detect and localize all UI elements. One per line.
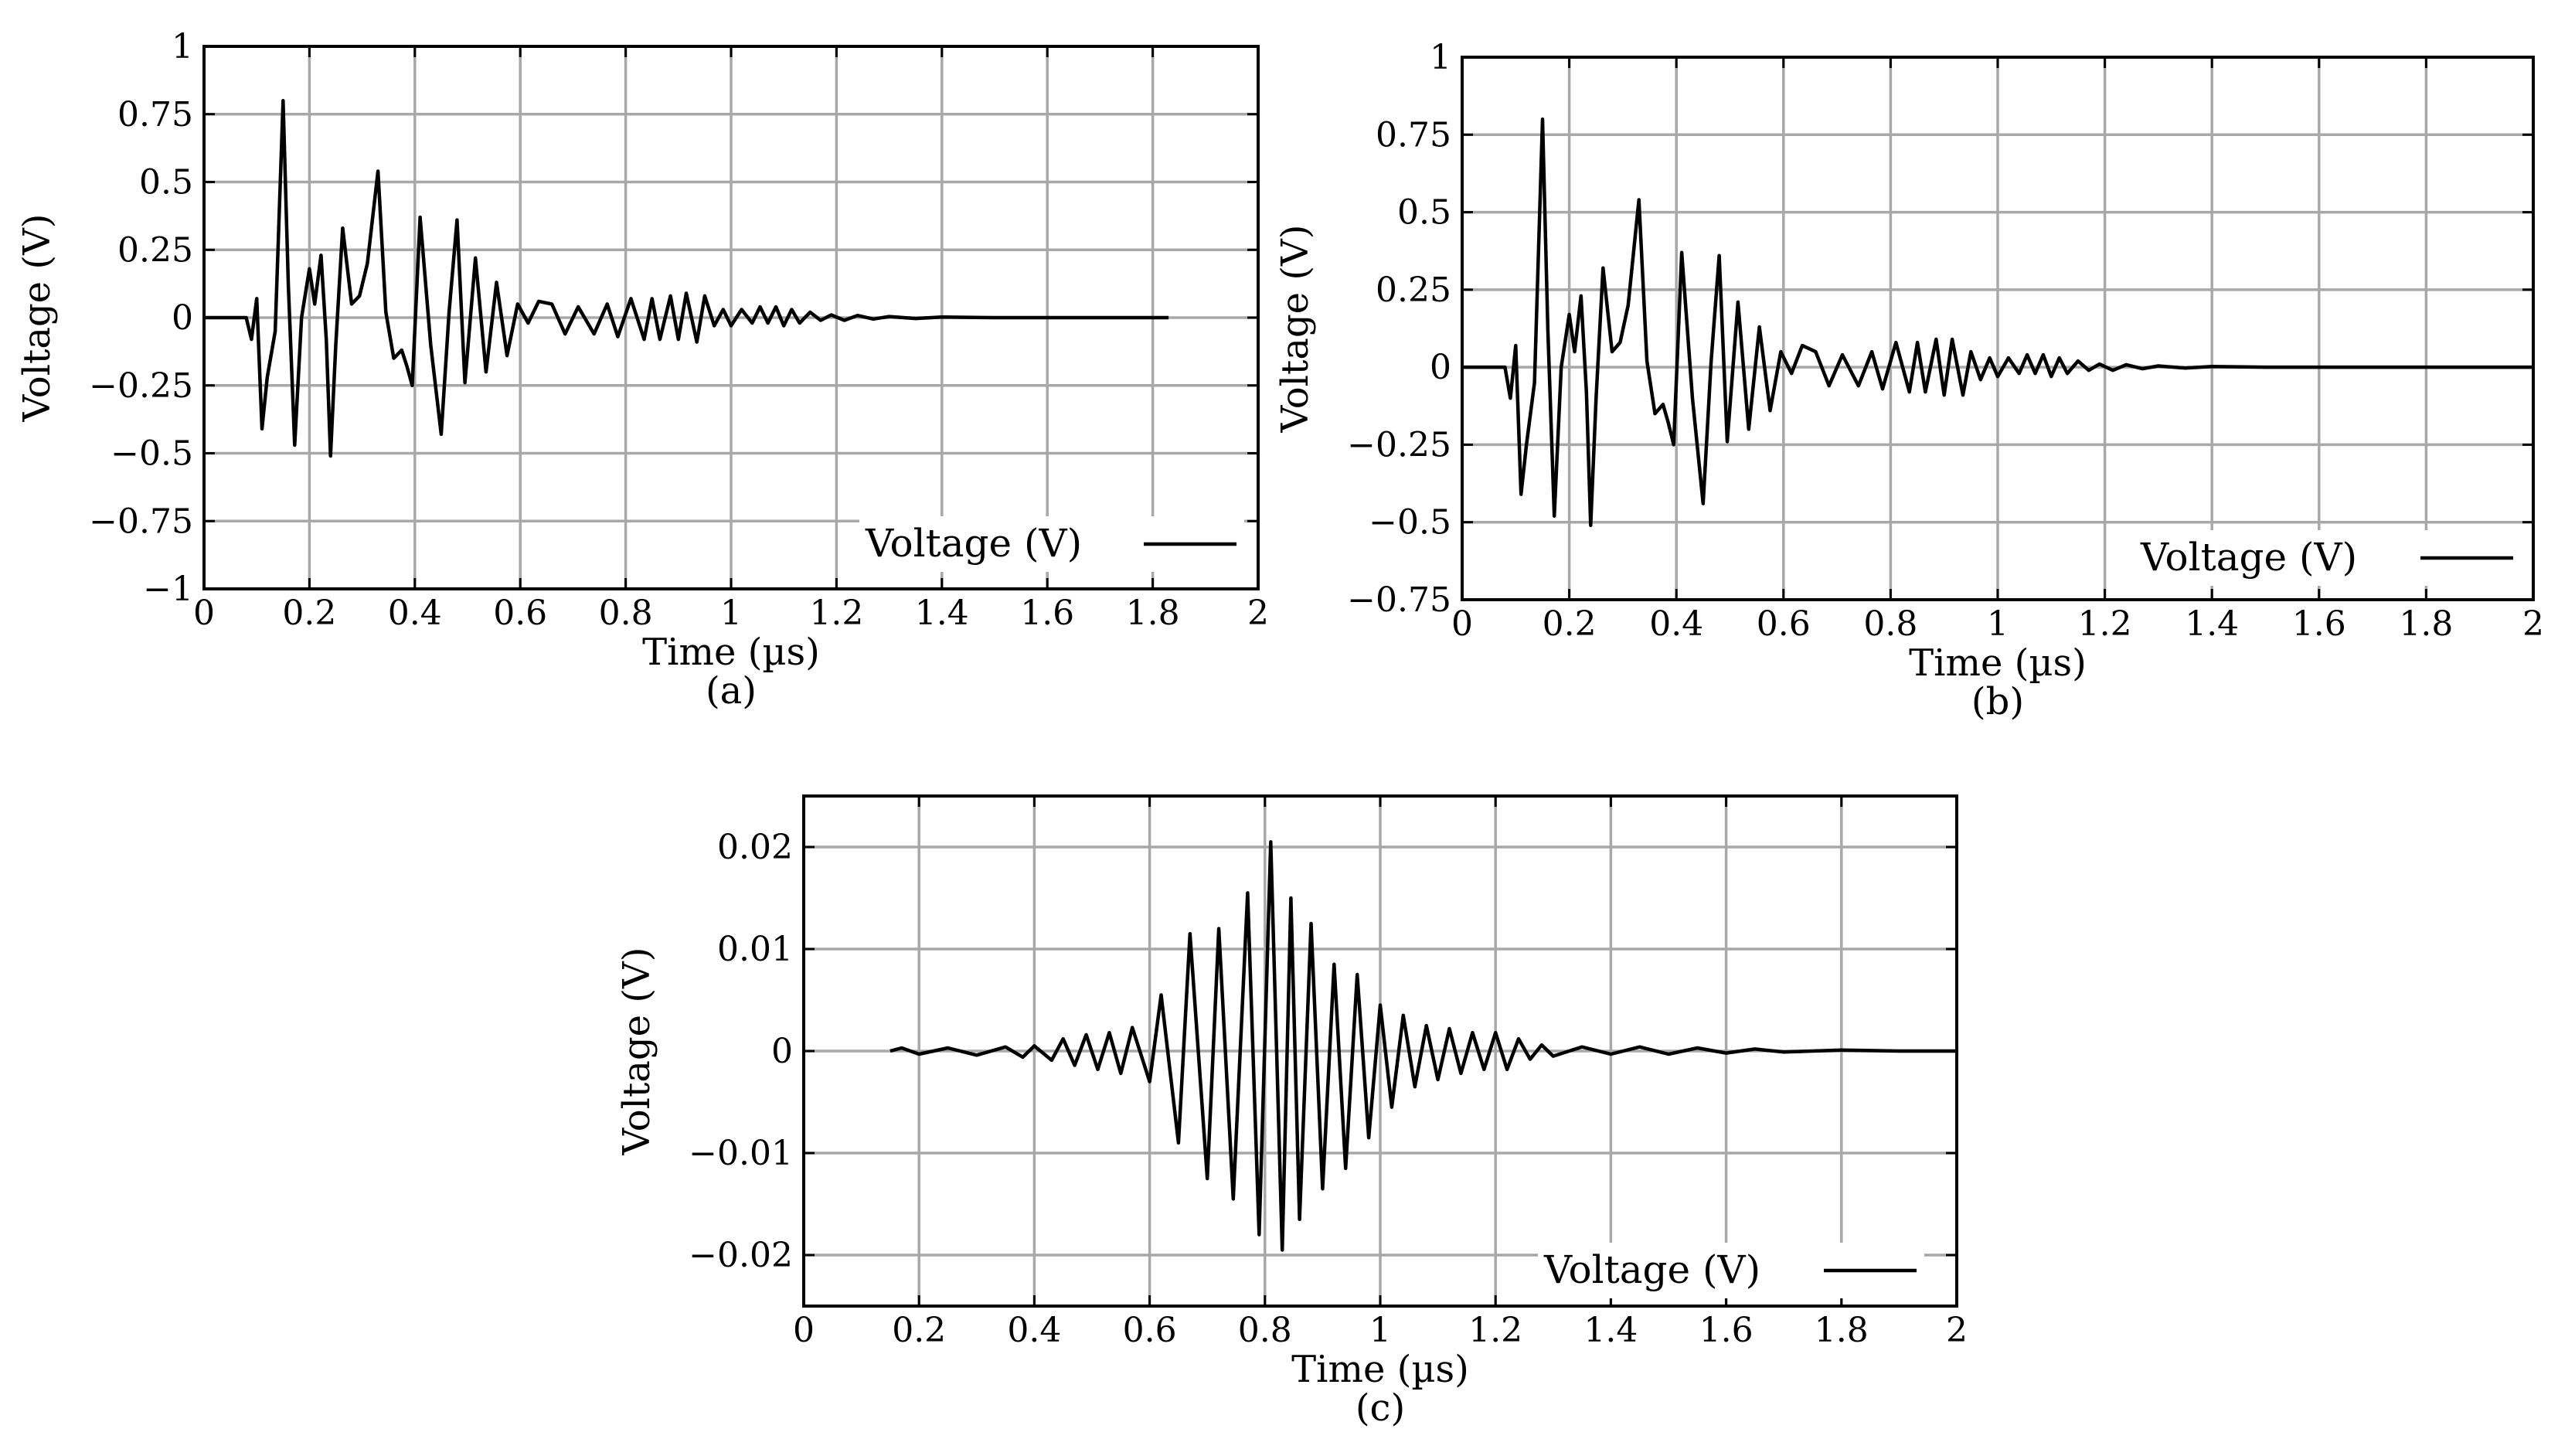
y-tick-label: 1 (1430, 38, 1451, 77)
chart-b: 0 0.2 0.4 0.6 0.8 1 1.2 1.4 1.6 1.8 2 1 0.75 0.5 0.25 0… (1274, 38, 2544, 723)
y-tick-label: 0.25 (117, 230, 193, 270)
x-axis-label: Time (µs) (642, 631, 820, 674)
legend-label: Voltage (V) (2140, 535, 2357, 580)
chart-caption: (c) (1356, 1386, 1405, 1430)
x-tick-label: 1 (1987, 604, 2009, 644)
x-tick-label: 0.2 (282, 594, 336, 633)
x-tick-label: 1.8 (2399, 604, 2453, 644)
y-tick-label: −0.75 (1347, 580, 1451, 620)
x-tick-label: 0.6 (1123, 1311, 1177, 1350)
x-tick-label: 0.8 (1238, 1311, 1292, 1350)
x-tick-label: 0.8 (599, 594, 653, 633)
x-tick-label: 0.2 (1543, 604, 1597, 644)
x-tick-label: 1.2 (809, 594, 863, 633)
x-tick-label: 1.8 (1126, 594, 1180, 633)
x-tick-label: 0.4 (388, 594, 442, 633)
y-tick-label: −1 (143, 570, 193, 609)
x-tick-label: 0 (193, 594, 215, 633)
x-tick-label: 1 (1369, 1311, 1391, 1350)
y-axis-label: Voltage (V) (15, 214, 59, 423)
x-tick-label: 2 (1946, 1311, 1968, 1350)
legend: Voltage (V) (859, 516, 1244, 572)
legend-label: Voltage (V) (865, 521, 1082, 566)
legend: Voltage (V) (1538, 1243, 1924, 1298)
x-tick-label: 1.4 (2185, 604, 2239, 644)
y-tick-label: −0.25 (1347, 425, 1451, 464)
y-tick-label: −0.02 (689, 1236, 793, 1275)
x-tick-label: 0.6 (1757, 604, 1811, 644)
x-axis-label: Time (µs) (1909, 641, 2087, 685)
legend: Voltage (V) (2135, 530, 2521, 586)
chart-caption: (b) (1971, 680, 2024, 723)
series-line-a (204, 98, 1169, 458)
chart-c: 0 0.2 0.4 0.6 0.8 1 1.2 1.4 1.6 1.8 20.020.010−0.0… (615, 794, 1968, 1430)
x-tick-label: 2 (1247, 594, 1269, 633)
y-axis-label: Voltage (V) (615, 947, 658, 1156)
x-tick-label: 1 (720, 594, 742, 633)
y-tick-label: 0.5 (1397, 193, 1451, 233)
x-tick-label: 0 (793, 1311, 815, 1350)
y-tick-label: 0.25 (1376, 270, 1451, 310)
x-tick-label: 1.4 (1583, 1311, 1638, 1350)
y-axis-label: Voltage (V) (1274, 225, 1317, 434)
y-tick-label: −0.5 (111, 434, 193, 474)
chart-caption: (a) (706, 669, 757, 713)
y-tick-label: 1 (172, 27, 193, 66)
y-tick-label: −0.01 (689, 1134, 793, 1173)
x-tick-label: 1.2 (2078, 604, 2132, 644)
chart-a: 0 0.2 0.4 0.6 0.8 1 1.2 1.4 1.6 1.8 2 1 0.75 0.5 0.25 0… (15, 27, 1269, 713)
x-tick-label: 1.2 (1468, 1311, 1522, 1350)
x-tick-label: 1.6 (2292, 604, 2346, 644)
x-tick-label: 1.4 (915, 594, 969, 633)
x-tick-label: 2 (2522, 604, 2544, 644)
x-tick-label: 0.4 (1649, 604, 1703, 644)
x-tick-label: 0 (1451, 604, 1473, 644)
series-line-b (1462, 117, 2533, 527)
x-axis-label: Time (µs) (1291, 1348, 1469, 1391)
y-tick-label: −0.25 (89, 366, 193, 406)
y-tick-label: 0 (1430, 348, 1451, 387)
series-line-c (890, 840, 1957, 1252)
y-tick-label: 0.02 (717, 828, 793, 867)
y-tick-label: −0.75 (89, 502, 193, 541)
y-tick-label: 0.01 (717, 930, 793, 969)
x-tick-label: 0.2 (892, 1311, 946, 1350)
y-tick-label: 0 (771, 1032, 793, 1071)
x-tick-label: 1.6 (1699, 1311, 1754, 1350)
y-tick-label: −0.5 (1369, 503, 1451, 543)
y-tick-label: 0 (172, 298, 193, 338)
x-tick-label: 1.8 (1815, 1311, 1869, 1350)
x-tick-label: 0.8 (1863, 604, 1917, 644)
y-tick-label: 0.75 (1376, 115, 1451, 155)
x-tick-label: 0.4 (1007, 1311, 1061, 1350)
x-tick-label: 0.6 (493, 594, 547, 633)
y-tick-label: 0.5 (139, 163, 193, 202)
legend-label: Voltage (V) (1543, 1247, 1760, 1292)
y-tick-label: 0.75 (117, 95, 193, 134)
x-tick-label: 1.6 (1020, 594, 1074, 633)
